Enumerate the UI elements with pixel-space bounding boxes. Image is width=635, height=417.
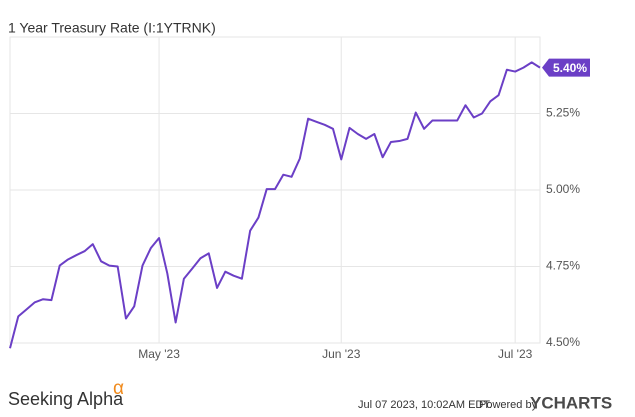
provider: YCHARTS [530, 393, 612, 412]
timestamp: Jul 07 2023, 10:02AM EDT. [358, 399, 492, 411]
powered-by: Powered by [479, 399, 538, 411]
x-tick-label: Jun '23 [322, 347, 361, 361]
line [9, 61, 541, 349]
value-label-tag [542, 58, 590, 77]
brand: Seeking Alpha [8, 389, 124, 409]
y-tick-label: 5.00% [546, 182, 580, 196]
x-tick-label: Jul '23 [498, 347, 533, 361]
chart-title: 1 Year Treasury Rate (I:1YTRNK) [8, 20, 216, 36]
y-tick-label: 4.75% [546, 259, 580, 273]
value-label: 5.40% [553, 61, 587, 75]
y-tick-label: 4.50% [546, 335, 580, 349]
y-tick-label: 5.25% [546, 106, 580, 120]
x-tick-label: May '23 [138, 347, 180, 361]
brand-mark: α [113, 378, 124, 399]
